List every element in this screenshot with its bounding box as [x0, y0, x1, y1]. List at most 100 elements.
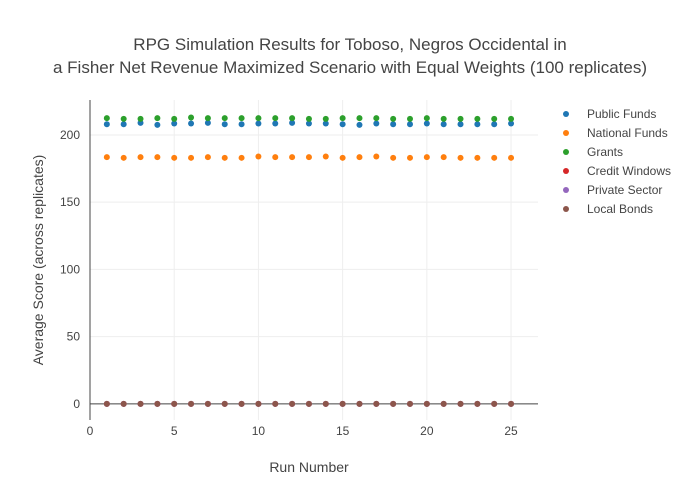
point-national-funds	[188, 154, 195, 161]
point-local-bonds	[137, 400, 144, 407]
point-grants	[339, 115, 346, 122]
point-public-funds	[103, 121, 110, 128]
point-grants	[423, 115, 430, 122]
point-local-bonds	[103, 400, 110, 407]
point-grants	[255, 115, 262, 122]
point-local-bonds	[188, 400, 195, 407]
y-tick-label: 0	[73, 397, 80, 411]
legend-marker-national-funds	[563, 130, 569, 136]
legend-label-local-bonds: Local Bonds	[587, 202, 653, 216]
point-grants	[407, 115, 413, 122]
point-public-funds	[204, 119, 211, 126]
point-grants	[305, 115, 312, 122]
point-local-bonds	[457, 400, 464, 407]
legend-marker-public-funds	[563, 111, 569, 117]
point-national-funds	[508, 154, 515, 161]
point-local-bonds	[356, 400, 363, 407]
point-national-funds	[154, 154, 161, 161]
point-public-funds	[474, 121, 481, 128]
y-axis-title: Average Score (across replicates)	[30, 155, 46, 366]
point-local-bonds	[305, 400, 312, 407]
x-tick-label: 15	[336, 424, 350, 438]
point-public-funds	[322, 120, 329, 127]
point-public-funds	[272, 120, 279, 127]
point-public-funds	[171, 120, 178, 127]
point-public-funds	[154, 121, 161, 128]
point-national-funds	[255, 153, 262, 160]
legend-label-national-funds: National Funds	[587, 126, 668, 140]
point-national-funds	[440, 154, 447, 161]
point-local-bonds	[204, 400, 211, 407]
legend-marker-grants	[563, 149, 569, 155]
point-grants	[171, 115, 178, 122]
legend: Public Funds National Funds Grants Credit W…	[563, 107, 671, 216]
point-public-funds	[457, 121, 464, 128]
point-national-funds	[289, 154, 296, 161]
point-local-bonds	[322, 400, 329, 407]
point-grants	[440, 115, 447, 122]
point-national-funds	[423, 154, 430, 161]
point-public-funds	[491, 121, 498, 128]
point-national-funds	[322, 153, 329, 160]
point-local-bonds	[272, 400, 279, 407]
point-national-funds	[474, 154, 481, 161]
point-public-funds	[356, 121, 363, 128]
chart-title-line-1: RPG Simulation Results for Toboso, Negro…	[133, 35, 566, 54]
point-national-funds	[407, 154, 413, 161]
point-grants	[238, 115, 245, 122]
y-tick-label: 150	[60, 195, 80, 209]
point-grants	[103, 115, 110, 122]
legend-label-credit-windows: Credit Windows	[587, 164, 671, 178]
legend-marker-local-bonds	[563, 206, 569, 212]
point-public-funds	[390, 121, 397, 128]
point-public-funds	[120, 121, 127, 128]
point-grants	[272, 115, 279, 122]
point-public-funds	[305, 120, 312, 127]
point-public-funds	[339, 121, 346, 128]
point-local-bonds	[390, 400, 397, 407]
legend-label-public-funds: Public Funds	[587, 107, 656, 121]
point-local-bonds	[154, 400, 161, 407]
point-national-funds	[238, 154, 245, 161]
point-national-funds	[491, 154, 498, 161]
y-tick-label: 200	[60, 128, 80, 142]
point-national-funds	[103, 154, 110, 161]
point-local-bonds	[171, 400, 178, 407]
point-public-funds	[373, 120, 380, 127]
point-national-funds	[137, 154, 144, 161]
point-grants	[457, 115, 464, 122]
point-grants	[508, 115, 515, 122]
point-grants	[289, 115, 296, 122]
legend-marker-private-sector	[563, 187, 569, 193]
x-tick-label: 5	[171, 424, 178, 438]
y-tick-label: 50	[67, 330, 81, 344]
axes	[89, 100, 538, 420]
point-local-bonds	[255, 400, 262, 407]
legend-label-grants: Grants	[587, 145, 623, 159]
point-grants	[137, 115, 144, 122]
point-national-funds	[373, 153, 380, 160]
point-public-funds	[508, 120, 515, 127]
point-local-bonds	[238, 400, 245, 407]
point-public-funds	[423, 120, 430, 127]
point-public-funds	[407, 121, 413, 128]
point-public-funds	[255, 120, 262, 127]
legend-label-private-sector: Private Sector	[587, 183, 662, 197]
point-local-bonds	[221, 400, 228, 407]
point-national-funds	[457, 154, 464, 161]
x-tick-label: 25	[504, 424, 518, 438]
point-grants	[356, 115, 363, 122]
x-tick-label: 10	[252, 424, 266, 438]
point-national-funds	[120, 154, 127, 161]
y-tick-label: 100	[60, 262, 80, 276]
point-national-funds	[171, 154, 178, 161]
point-public-funds	[289, 119, 296, 126]
point-grants	[491, 115, 498, 122]
point-local-bonds	[373, 400, 380, 407]
x-axis-title: Run Number	[269, 459, 349, 475]
point-local-bonds	[491, 400, 498, 407]
point-public-funds	[221, 121, 228, 128]
point-local-bonds	[120, 400, 127, 407]
point-national-funds	[272, 154, 279, 161]
